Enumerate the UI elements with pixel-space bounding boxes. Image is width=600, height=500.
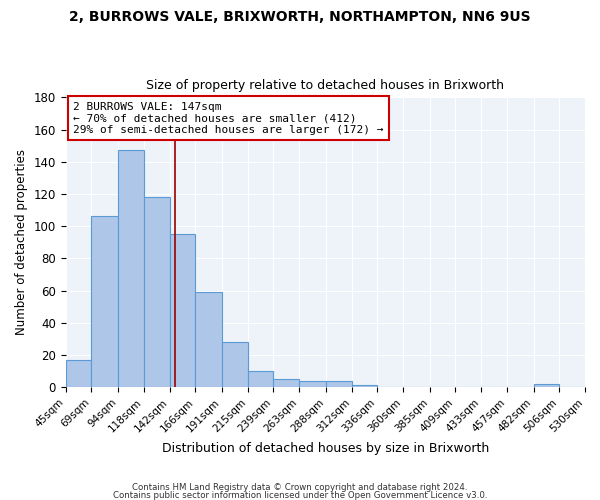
Text: 2 BURROWS VALE: 147sqm
← 70% of detached houses are smaller (412)
29% of semi-de: 2 BURROWS VALE: 147sqm ← 70% of detached…: [73, 102, 384, 135]
Bar: [144, 197, 170, 387]
Bar: [170, 234, 195, 387]
Bar: [352, 386, 377, 387]
Bar: [533, 384, 559, 387]
Bar: [91, 216, 118, 387]
Bar: [195, 292, 222, 387]
Title: Size of property relative to detached houses in Brixworth: Size of property relative to detached ho…: [146, 79, 505, 92]
Bar: [248, 371, 274, 387]
Bar: [222, 342, 248, 387]
Text: 2, BURROWS VALE, BRIXWORTH, NORTHAMPTON, NN6 9US: 2, BURROWS VALE, BRIXWORTH, NORTHAMPTON,…: [69, 10, 531, 24]
Bar: [326, 380, 352, 387]
Bar: [65, 360, 91, 387]
Text: Contains HM Land Registry data © Crown copyright and database right 2024.: Contains HM Land Registry data © Crown c…: [132, 484, 468, 492]
Bar: [118, 150, 144, 387]
X-axis label: Distribution of detached houses by size in Brixworth: Distribution of detached houses by size …: [162, 442, 489, 455]
Y-axis label: Number of detached properties: Number of detached properties: [15, 149, 28, 335]
Bar: [274, 379, 299, 387]
Text: Contains public sector information licensed under the Open Government Licence v3: Contains public sector information licen…: [113, 490, 487, 500]
Bar: [299, 380, 326, 387]
